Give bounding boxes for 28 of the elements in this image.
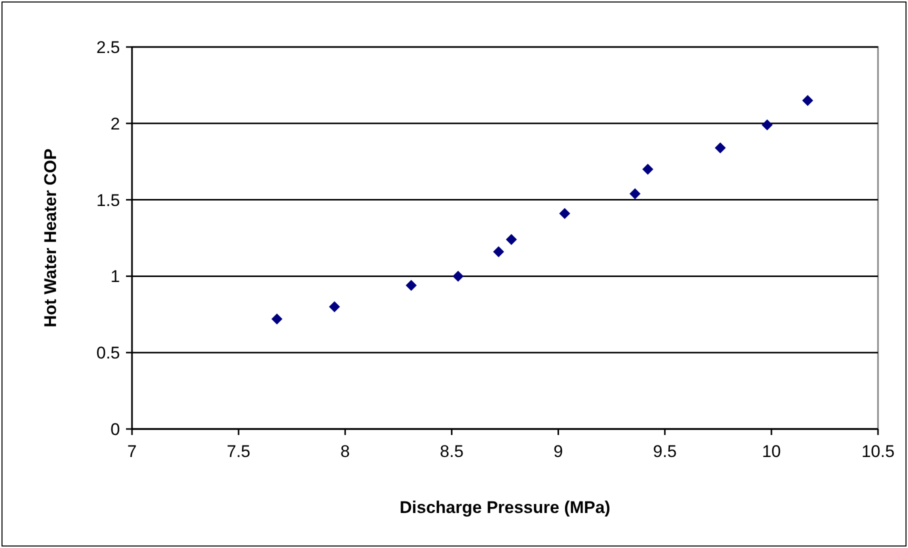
x-tick-label: 9 xyxy=(554,442,564,461)
y-tick-label: 1.5 xyxy=(96,190,120,210)
point xyxy=(762,119,773,130)
point xyxy=(559,208,570,220)
x-tick-label: 7.5 xyxy=(226,442,250,461)
point xyxy=(714,142,726,154)
y-tick-label: 2.5 xyxy=(96,38,120,57)
x-tick-label: 7 xyxy=(127,442,137,461)
point xyxy=(506,234,517,246)
y-tick-label: 0.5 xyxy=(96,344,120,363)
point xyxy=(493,246,504,258)
point xyxy=(406,280,417,291)
point xyxy=(328,301,340,312)
point xyxy=(802,94,814,106)
y-tick-label: 1 xyxy=(110,267,120,286)
y-tick-label: 0 xyxy=(110,420,120,439)
x-tick-label: 10.5 xyxy=(861,442,895,461)
point xyxy=(642,164,654,175)
x-tick-label: 9.5 xyxy=(653,442,677,461)
point xyxy=(630,188,641,200)
x-tick-label: 10 xyxy=(762,442,781,461)
point xyxy=(452,270,464,282)
y-tick-label: 2 xyxy=(110,114,120,134)
x-tick-label: 8.5 xyxy=(440,442,464,461)
y-axis-title: Hot Water Heater COP xyxy=(41,148,60,328)
point xyxy=(271,313,282,324)
x-tick-label: 8 xyxy=(340,442,350,461)
x-axis-title: Discharge Pressure (MPa) xyxy=(400,498,610,517)
